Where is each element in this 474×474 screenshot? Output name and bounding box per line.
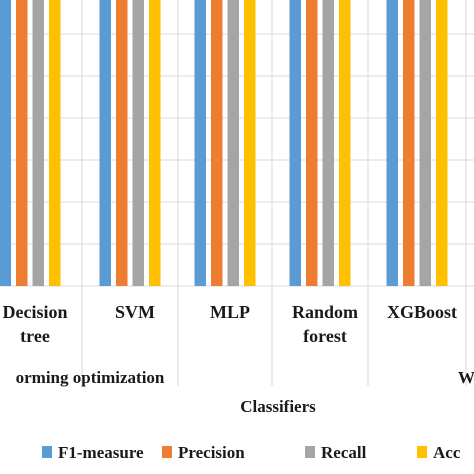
x-tick-label: Decision tree (3, 302, 68, 346)
x-tick-label-line: forest (303, 326, 347, 346)
legend-swatch (305, 446, 315, 458)
x-tick-label-line: Random (292, 302, 358, 322)
bar-precision-2 (211, 0, 223, 286)
bar-f1-measure-3 (289, 0, 301, 286)
bar-recall-3 (322, 0, 334, 286)
bar-precision-1 (116, 0, 128, 286)
bar-precision-3 (306, 0, 318, 286)
x-tick-label: MLP (210, 302, 250, 322)
bar-recall-2 (227, 0, 239, 287)
bar-f1-measure-2 (194, 0, 206, 286)
x-tick-label-line: MLP (210, 302, 250, 322)
x-tick-label-line: tree (20, 326, 50, 346)
bar-recall-4 (419, 0, 431, 286)
bar-recall-0 (32, 0, 44, 286)
bar-precision-0 (16, 0, 28, 286)
bar-f1-measure-4 (386, 0, 398, 286)
x-tick-label-line: XGBoost (387, 302, 457, 322)
legend-swatch (162, 446, 172, 458)
x-tick-label-line: SVM (115, 302, 155, 322)
bar-acc-1 (149, 0, 161, 287)
legend-swatch (417, 446, 427, 458)
x-tick-labels: Decision tree SVM MLP Random forest XGBoost (3, 302, 458, 346)
bar-recall-1 (132, 0, 144, 286)
bar-precision-4 (403, 0, 415, 286)
bar-f1-measure-1 (99, 0, 111, 287)
bar-acc-2 (244, 0, 256, 286)
x-tick-label: Random forest (292, 302, 358, 346)
x-tick-label-line: Decision (3, 302, 68, 322)
bar-acc-4 (436, 0, 448, 287)
legend-label: Acc (433, 443, 461, 462)
legend-label: F1-measure (58, 443, 144, 462)
bar-f1-measure-0 (0, 0, 11, 286)
bar-acc-0 (49, 0, 61, 287)
bars (0, 0, 448, 287)
group-label: W (458, 368, 474, 387)
group-labels: orming optimization W (16, 368, 474, 387)
legend-label: Recall (321, 443, 367, 462)
legend-label: Precision (178, 443, 245, 462)
group-label: orming optimization (16, 368, 165, 387)
x-tick-label: XGBoost (387, 302, 457, 322)
x-axis-title: Classifiers (240, 397, 316, 416)
legend-swatch (42, 446, 52, 458)
legend: F1-measure Precision Recall Acc (42, 443, 461, 462)
bar-acc-3 (339, 0, 351, 286)
group-separators (81, 0, 467, 386)
x-tick-label: SVM (115, 302, 155, 322)
